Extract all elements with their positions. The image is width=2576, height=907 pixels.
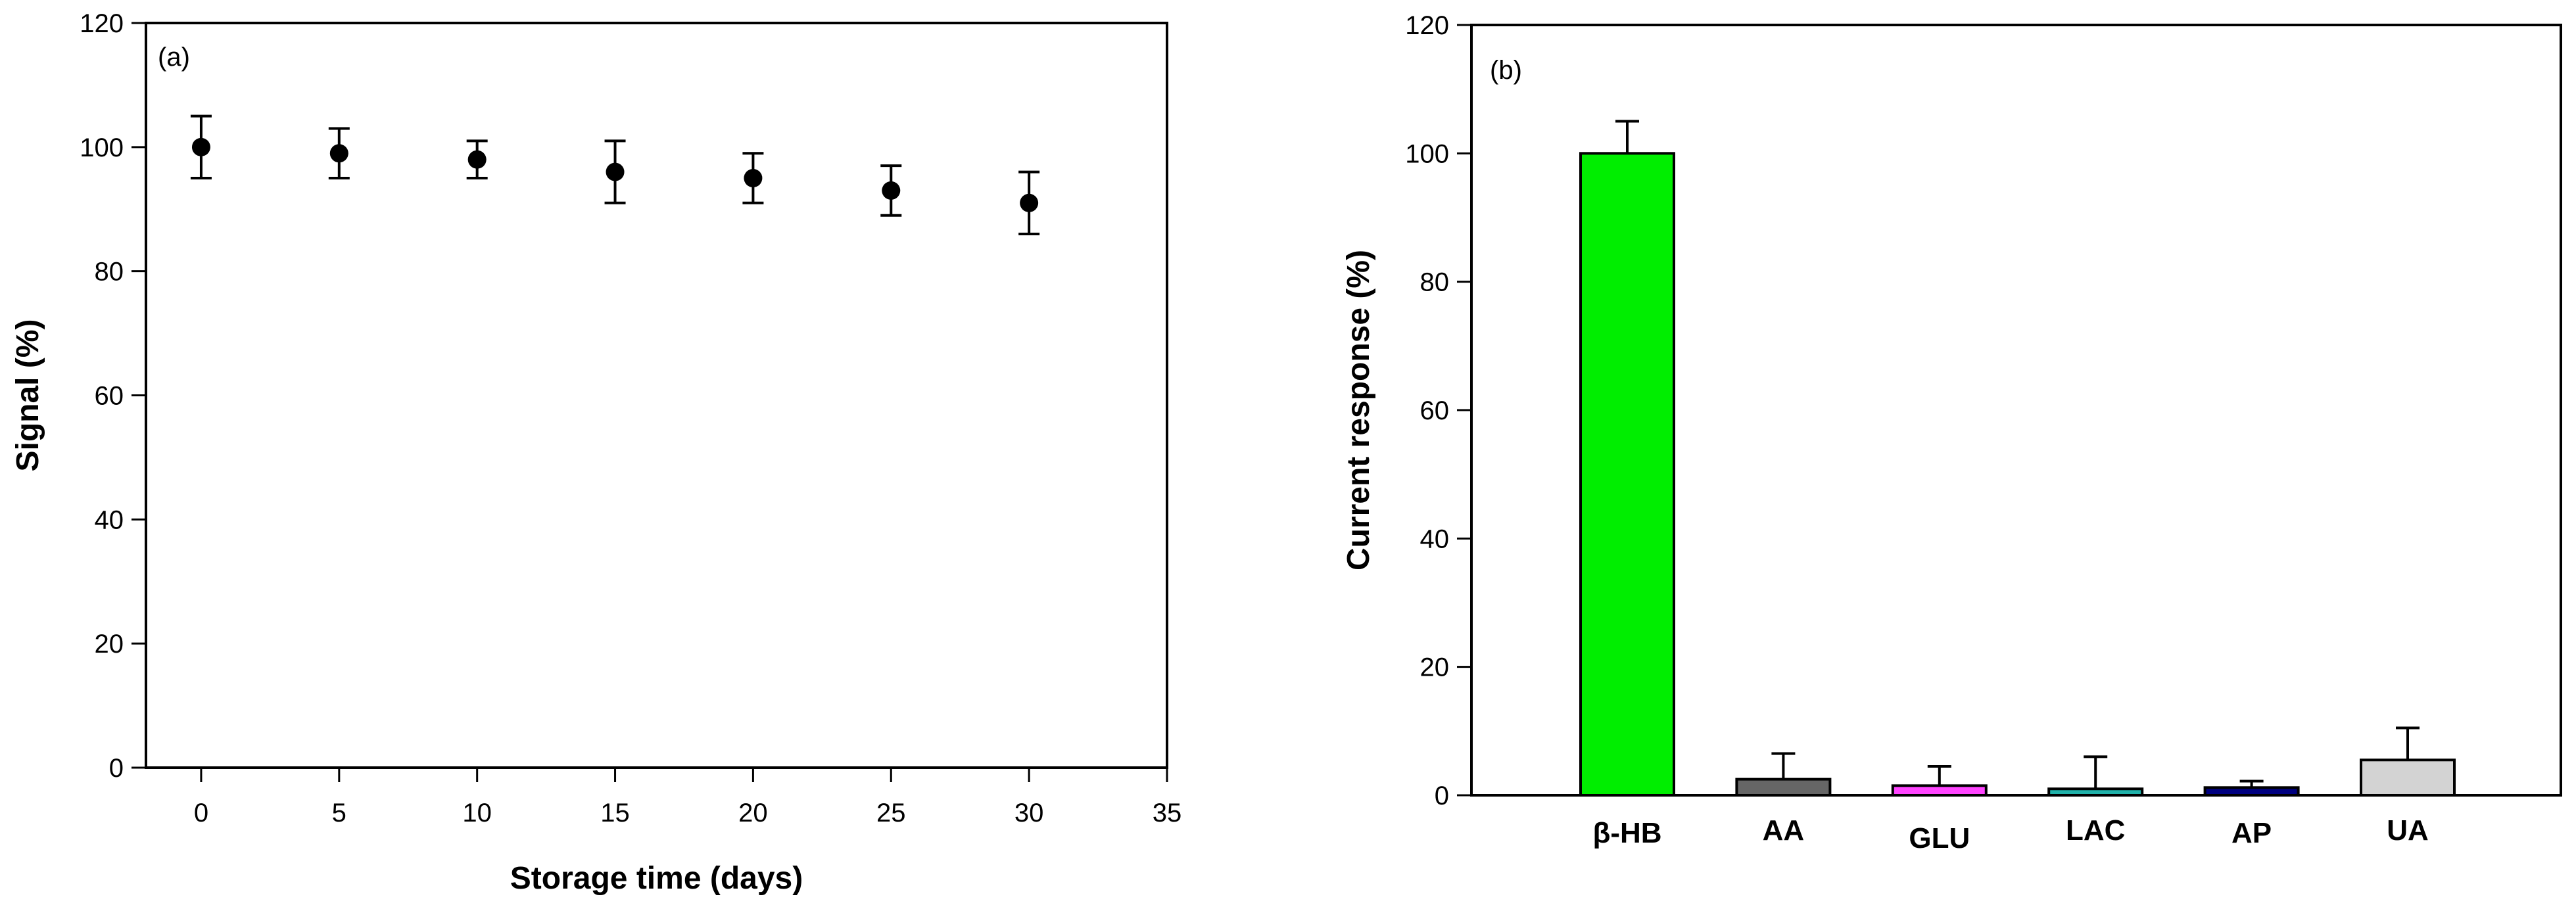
x-tick-label: 5: [332, 799, 346, 827]
x-tick-label: 0: [194, 799, 208, 827]
y-tick-label: 20: [1420, 653, 1450, 682]
y-tick-label: 20: [95, 630, 124, 659]
category-label: β-HB: [1592, 817, 1661, 849]
chart-a-data-points: [190, 114, 1040, 236]
x-tick-label: 10: [462, 799, 492, 827]
y-tick-label: 120: [1405, 11, 1449, 40]
chart-a-y-ticks: 0 20 40 60 80 100 120: [80, 9, 146, 783]
x-tick-label: 15: [600, 799, 630, 827]
bar: [2203, 786, 2300, 797]
chart-a-x-axis-title: Storage time (days): [510, 861, 803, 896]
y-tick-label: 100: [80, 133, 124, 162]
x-tick-label: 20: [738, 799, 768, 827]
data-point: [191, 137, 210, 156]
data-point: [882, 181, 901, 200]
chart-a-plot-frame: [145, 22, 1168, 769]
chart-b-selectivity: (b) 0 20 40 60 80 100 120 β-HB AA GLU LAC AP UA Cur…: [1341, 11, 2562, 854]
y-tick-label: 40: [1420, 524, 1450, 553]
chart-b-y-axis-title: Current response (%): [1341, 250, 1376, 570]
y-tick-label: 120: [80, 9, 124, 38]
chart-a-y-axis-title: Signal (%): [11, 319, 45, 471]
category-label: UA: [2387, 814, 2429, 847]
category-label: AP: [2231, 817, 2272, 849]
y-tick-label: 0: [109, 754, 124, 783]
data-point: [467, 150, 487, 169]
y-tick-label: 0: [1435, 781, 1449, 810]
data-point: [329, 144, 348, 163]
x-tick-label: 35: [1153, 799, 1182, 827]
x-tick-label: 25: [876, 799, 906, 827]
chart-a-x-ticks: 0 5 10 15 20 25 30 35: [194, 768, 1181, 827]
category-label: LAC: [2066, 814, 2125, 847]
chart-b-bars: [1579, 120, 2456, 797]
y-tick-label: 100: [1405, 139, 1449, 168]
chart-a-panel-label: (a): [158, 43, 190, 72]
bar: [1579, 152, 1675, 797]
y-tick-label: 80: [95, 258, 124, 287]
data-point: [606, 162, 625, 181]
bar: [1891, 784, 1988, 797]
y-tick-label: 60: [1420, 396, 1450, 425]
category-label: AA: [1763, 814, 1805, 847]
bar: [2047, 787, 2144, 797]
chart-b-panel-label: (b): [1490, 56, 1522, 85]
y-tick-label: 60: [95, 382, 124, 411]
chart-b-y-ticks: 0 20 40 60 80 100 120: [1405, 11, 1471, 810]
bar: [1735, 778, 1832, 797]
data-point: [1020, 193, 1039, 212]
category-label: GLU: [1909, 822, 1970, 854]
y-tick-label: 40: [95, 505, 124, 534]
y-tick-label: 80: [1420, 268, 1450, 297]
bar: [2360, 758, 2456, 797]
data-point: [744, 169, 763, 188]
x-tick-label: 30: [1014, 799, 1044, 827]
chart-a-storage-stability: (a) 0 20 40 60 80 100 120 0 5 10 15 20 25 30 35 Stora…: [11, 9, 1181, 896]
chart-b-category-labels: β-HB AA GLU LAC AP UA: [1592, 814, 2428, 854]
